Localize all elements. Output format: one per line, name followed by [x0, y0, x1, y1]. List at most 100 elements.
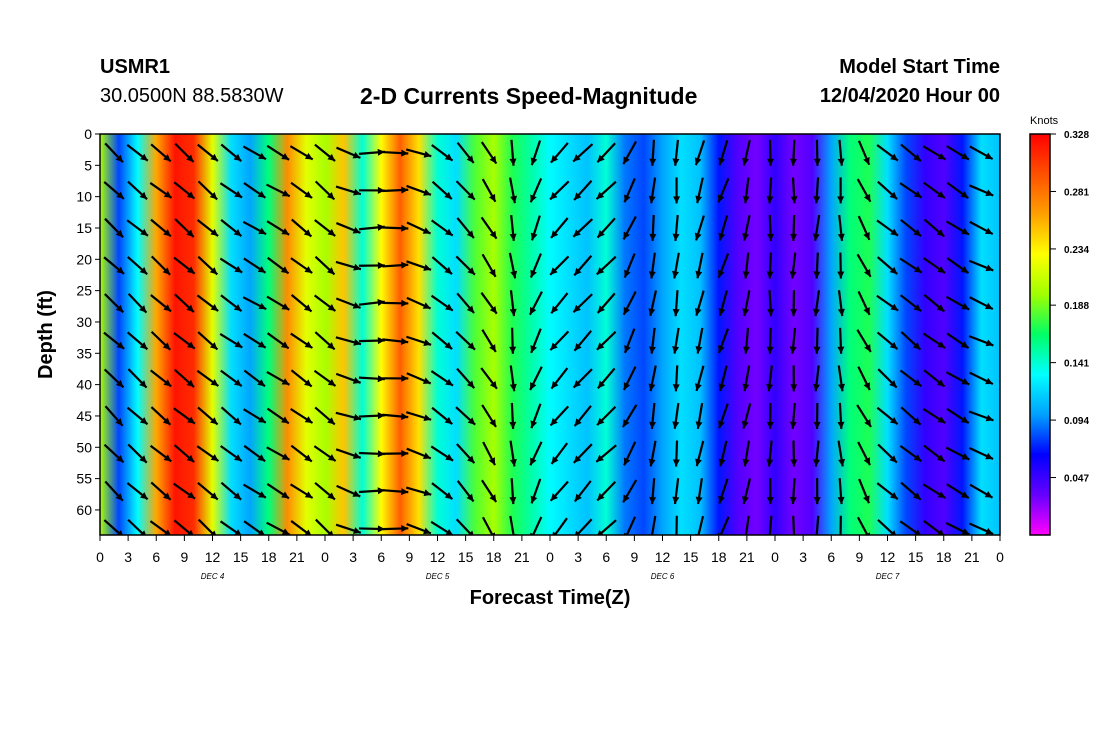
current-arrow	[481, 329, 497, 353]
current-arrow	[789, 478, 797, 505]
current-arrow	[899, 369, 922, 388]
y-tick-label: 5	[84, 157, 92, 173]
current-arrow	[336, 146, 361, 159]
current-arrow	[266, 332, 290, 350]
current-arrow	[431, 219, 454, 237]
colorbar-tick-label: 0.094	[1064, 416, 1089, 427]
current-arrow	[837, 177, 845, 204]
current-arrow	[856, 178, 872, 203]
current-arrow	[266, 521, 291, 535]
current-arrow	[480, 292, 498, 315]
current-arrow	[480, 141, 498, 165]
current-arrow	[550, 217, 569, 239]
x-tick-label: 6	[827, 549, 835, 565]
current-arrow	[742, 327, 750, 354]
current-arrow	[481, 479, 498, 503]
current-arrow	[150, 330, 172, 351]
current-arrow	[573, 405, 592, 427]
x-tick-label: 12	[655, 549, 671, 565]
y-tick-label: 55	[76, 471, 92, 487]
current-arrow	[313, 445, 337, 462]
current-arrow	[717, 253, 730, 279]
current-arrow	[530, 328, 542, 354]
current-arrow	[946, 257, 970, 274]
x-tick-label: 6	[152, 549, 160, 565]
current-arrow	[509, 177, 518, 204]
current-arrow	[173, 332, 196, 350]
current-arrow	[314, 406, 336, 426]
current-arrow	[837, 290, 845, 317]
current-arrow	[813, 327, 821, 354]
current-arrow	[741, 403, 752, 429]
current-arrow	[837, 327, 845, 354]
current-arrow	[969, 296, 994, 311]
current-arrow	[622, 404, 638, 428]
current-arrow	[837, 214, 845, 242]
current-arrow	[766, 402, 774, 429]
current-arrow	[900, 294, 922, 313]
y-tick-label: 0	[84, 126, 92, 142]
x-axis: 0 3 6 9 12 15 18 21 0 3 6 9 12 15 18 21 0 3 6 9 12 15 18 21 0 3 6 9…	[96, 535, 1004, 581]
current-arrow	[405, 411, 432, 422]
colorbar-tick-label: 0.328	[1064, 130, 1089, 141]
current-arrow	[431, 144, 454, 162]
current-arrow	[648, 252, 656, 279]
station-id: USMR1	[100, 56, 171, 78]
current-arrow	[456, 217, 475, 239]
chart-title: 2-D Currents Speed-Magnitude	[360, 83, 698, 109]
current-arrow	[695, 327, 704, 354]
current-arrow	[766, 327, 774, 354]
current-arrow	[648, 290, 658, 317]
x-tick-label: 0	[996, 549, 1004, 565]
current-arrow	[742, 215, 751, 241]
current-arrow	[335, 297, 361, 309]
current-arrow	[877, 368, 898, 389]
current-arrow	[242, 483, 267, 499]
current-arrow	[243, 332, 267, 349]
current-arrow	[406, 523, 432, 535]
current-arrow	[623, 328, 636, 354]
current-arrow	[900, 143, 922, 162]
current-arrow	[382, 261, 409, 269]
y-axis: 0 5 10 15 20 25 30 35 40 45 50 55 60	[76, 126, 100, 518]
current-arrow	[837, 478, 845, 505]
current-arrow	[358, 262, 385, 270]
x-tick-label: 9	[405, 549, 413, 565]
current-arrow	[290, 444, 313, 463]
current-arrow	[899, 445, 923, 463]
x-tick-label: 12	[430, 549, 446, 565]
current-arrow	[837, 365, 845, 392]
current-arrow	[455, 255, 476, 276]
current-arrow	[173, 482, 196, 500]
current-arrow	[596, 405, 617, 426]
current-arrow	[742, 177, 750, 204]
current-arrow	[923, 369, 946, 388]
current-arrow	[742, 290, 751, 317]
x-tick-label: 18	[261, 549, 277, 565]
speed-field	[100, 134, 1000, 535]
y-tick-label: 15	[76, 220, 92, 236]
current-arrow	[694, 140, 706, 166]
current-arrow	[509, 290, 517, 317]
current-arrow	[358, 223, 385, 231]
current-arrow	[837, 252, 845, 279]
current-arrow	[923, 520, 945, 535]
current-arrow	[876, 406, 899, 425]
current-arrow	[509, 139, 517, 166]
current-arrow	[622, 479, 638, 503]
current-arrow	[672, 478, 680, 505]
current-arrow	[126, 482, 149, 501]
current-arrow	[876, 219, 899, 237]
current-arrow	[946, 145, 970, 161]
current-arrow	[382, 149, 409, 157]
current-arrow	[813, 402, 821, 429]
current-arrow	[289, 483, 314, 499]
current-arrow	[103, 443, 125, 464]
current-arrow	[672, 252, 680, 279]
x-tick-label: 21	[964, 549, 980, 565]
current-arrow	[856, 329, 872, 353]
station-coordinates: 30.0500N 88.5830W	[100, 85, 284, 107]
current-arrow	[572, 143, 594, 163]
current-arrow	[406, 372, 432, 385]
x-tick-label: 0	[321, 549, 329, 565]
